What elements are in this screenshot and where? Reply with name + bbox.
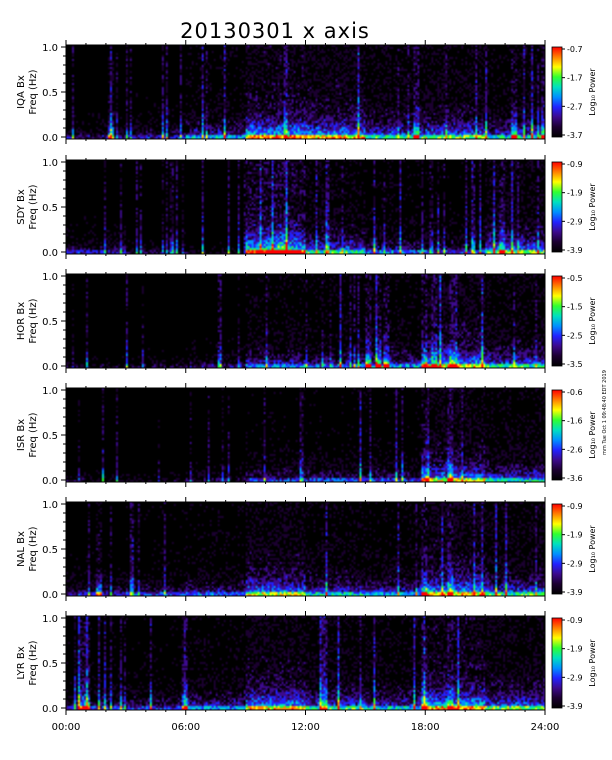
x-tick-label: 18:00 [411, 722, 440, 733]
spectrogram-image [66, 616, 545, 710]
colorbar-tick-label: -2.6 [567, 445, 583, 454]
colorbar-tick-label: -3.5 [567, 360, 583, 369]
x-tick-label: 12:00 [291, 722, 320, 733]
colorbar-tick-label: -1.9 [567, 645, 583, 654]
y-label-station: SDY Bx [16, 189, 27, 225]
colorbar-tick-label: -1.7 [567, 74, 583, 83]
colorbar-tick-label: -0.9 [567, 616, 583, 625]
y-tick-label: 0.0 [42, 476, 58, 487]
y-tick-label: 0.5 [42, 659, 58, 670]
x-tick-label: 06:00 [171, 722, 200, 733]
panel-isr: 0.0 0.5 1.0 ISR Bx Freq (Hz) -0.6 -1.6 -2.6 -3.6… [16, 383, 597, 487]
y-label-station: LYR Bx [16, 646, 27, 679]
colorbar [551, 617, 563, 709]
y-label-freq: Freq (Hz) [28, 412, 39, 457]
y-tick-label: 1.0 [42, 500, 58, 511]
y-label-freq: Freq (Hz) [28, 298, 39, 343]
colorbar-tick-label: -1.6 [567, 417, 583, 426]
colorbar-label: Log₁₀ Power [588, 297, 597, 345]
y-label-freq: Freq (Hz) [28, 184, 39, 229]
y-tick-label: 0.0 [42, 704, 58, 715]
x-tick-label: 24:00 [531, 722, 560, 733]
spectrogram-image [66, 160, 545, 254]
panel-hor: 0.0 0.5 1.0 HOR Bx Freq (Hz) -0.5 -1.5 -2.5 -3.5… [16, 269, 597, 373]
y-label-station: HOR Bx [16, 302, 27, 340]
colorbar-tick-label: -0.6 [567, 388, 583, 397]
y-tick-label: 0.0 [42, 590, 58, 601]
y-label-station: NAL Bx [16, 531, 27, 567]
colorbar-tick-label: -2.9 [567, 217, 583, 226]
colorbar-label: Log₁₀ Power [588, 68, 597, 116]
colorbar-label: Log₁₀ Power [588, 411, 597, 459]
panel-lyr: 0.0 0.5 1.0 LYR Bx Freq (Hz) -0.9 -1.9 -2.9 -3.9… [16, 611, 597, 715]
y-tick-label: 0.5 [42, 431, 58, 442]
colorbar-tick-label: -0.9 [567, 502, 583, 511]
colorbar-tick-label: -3.6 [567, 474, 583, 483]
y-tick-label: 1.0 [42, 158, 58, 169]
y-tick-label: 0.0 [42, 133, 58, 144]
spectrogram-image [66, 274, 545, 368]
panel-nal: 0.0 0.5 1.0 NAL Bx Freq (Hz) -0.9 -1.9 -2.9 -3.9… [16, 497, 597, 601]
colorbar-tick-label: -1.9 [567, 531, 583, 540]
colorbar [551, 503, 563, 595]
side-note: mm Tue Oct 1 09:48:40 EDT 2019 [602, 370, 608, 455]
spectrogram-image [66, 45, 545, 139]
colorbar-tick-label: -2.9 [567, 673, 583, 682]
colorbar-tick-label: -3.9 [567, 588, 583, 597]
y-tick-label: 0.5 [42, 203, 58, 214]
y-label-station: IQA Bx [16, 75, 27, 109]
y-tick-label: 0.0 [42, 362, 58, 373]
colorbar-tick-label: -2.7 [567, 102, 583, 111]
x-tick-label: 00:00 [52, 722, 81, 733]
y-tick-label: 0.0 [42, 248, 58, 259]
side-note-text: mm Tue Oct 1 09:48:40 EDT 2019 [602, 370, 608, 455]
colorbar-tick-label: -2.5 [567, 331, 583, 340]
colorbar-tick-label: -0.7 [567, 45, 583, 54]
y-label-freq: Freq (Hz) [28, 69, 39, 114]
colorbar-tick-label: -1.5 [567, 303, 583, 312]
y-tick-label: 0.5 [42, 317, 58, 328]
spectrogram-image [66, 502, 545, 596]
colorbar-tick-label: -3.9 [567, 702, 583, 711]
y-label-freq: Freq (Hz) [28, 640, 39, 685]
spectrogram-image [66, 388, 545, 482]
colorbar [551, 161, 563, 253]
panel-iqa: 0.0 0.5 1.0 IQA Bx Freq (Hz) -0.7 -1.7 -2.7 -3.7… [16, 40, 597, 144]
colorbar [551, 275, 563, 367]
colorbar-label: Log₁₀ Power [588, 525, 597, 573]
y-label-station: ISR Bx [16, 419, 27, 451]
colorbar-tick-label: -3.7 [567, 131, 583, 140]
y-tick-label: 1.0 [42, 614, 58, 625]
colorbar-tick-label: -3.9 [567, 246, 583, 255]
colorbar [551, 46, 563, 138]
colorbar-label: Log₁₀ Power [588, 639, 597, 687]
colorbar-label: Log₁₀ Power [588, 183, 597, 231]
y-tick-label: 0.5 [42, 88, 58, 99]
colorbar-tick-label: -1.9 [567, 189, 583, 198]
panel-sdy: 0.0 0.5 1.0 SDY Bx Freq (Hz) -0.9 -1.9 -2.9 -3.9… [16, 155, 597, 259]
y-tick-label: 1.0 [42, 272, 58, 283]
y-tick-label: 1.0 [42, 386, 58, 397]
colorbar-tick-label: -2.9 [567, 559, 583, 568]
colorbar-tick-label: -0.9 [567, 160, 583, 169]
y-label-freq: Freq (Hz) [28, 526, 39, 571]
y-tick-label: 1.0 [42, 43, 58, 54]
y-tick-label: 0.5 [42, 545, 58, 556]
colorbar-tick-label: -0.5 [567, 274, 583, 283]
colorbar [551, 389, 563, 481]
figure-title: 20130301 x axis [180, 19, 370, 43]
